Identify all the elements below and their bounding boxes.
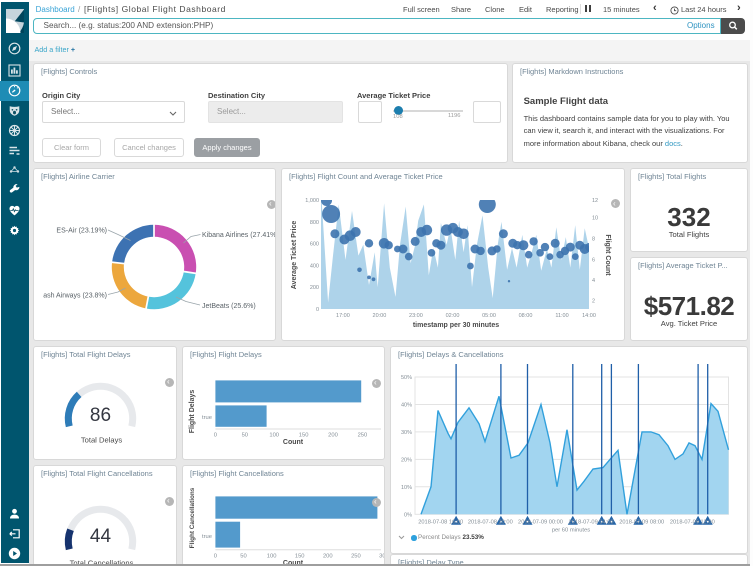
svg-text:0: 0 (316, 307, 319, 313)
svg-text:Flight Delays: Flight Delays (189, 390, 196, 434)
svg-text:10%: 10% (401, 485, 412, 491)
svg-text:02:00: 02:00 (446, 313, 460, 319)
svg-text:50%: 50% (401, 375, 412, 381)
svg-text:600: 600 (310, 242, 319, 248)
svg-text:2018-07-08 16:00: 2018-07-08 16:00 (418, 520, 463, 526)
svg-text:08:00: 08:00 (519, 313, 533, 319)
svg-text:0%: 0% (404, 512, 412, 518)
svg-text:400: 400 (310, 263, 319, 269)
svg-text:40%: 40% (401, 403, 412, 409)
svg-text:Average Ticket Price: Average Ticket Price (291, 221, 298, 290)
svg-text:6: 6 (592, 258, 595, 264)
svg-text:ES-Air (23.19%): ES-Air (23.19%) (56, 228, 107, 235)
svg-text:200: 200 (323, 553, 333, 559)
svg-text:250: 250 (351, 553, 361, 559)
svg-text:200: 200 (310, 285, 319, 291)
svg-text:Flight Cancellations: Flight Cancellations (189, 487, 196, 548)
svg-text:100: 100 (269, 433, 279, 439)
svg-text:JetBeats (25.6%): JetBeats (25.6%) (202, 303, 256, 310)
svg-text:14:00: 14:00 (582, 313, 596, 319)
svg-text:2018-07-08 20:00: 2018-07-08 20:00 (468, 520, 513, 526)
svg-text:per 60 minutes: per 60 minutes (552, 528, 590, 534)
svg-text:100: 100 (267, 553, 277, 559)
svg-text:0: 0 (214, 553, 217, 559)
svg-text:86: 86 (90, 405, 111, 426)
svg-text:0: 0 (214, 433, 217, 439)
svg-text:50: 50 (240, 553, 246, 559)
svg-text:30%: 30% (401, 430, 412, 436)
svg-text:2018-07-09 04:00: 2018-07-09 04:00 (569, 520, 614, 526)
svg-text:2018-07-09 12:00: 2018-07-09 12:00 (670, 520, 715, 526)
svg-text:8: 8 (592, 236, 595, 242)
svg-text:44: 44 (90, 526, 112, 547)
svg-text:800: 800 (310, 220, 319, 226)
svg-text:17:00: 17:00 (336, 313, 350, 319)
svg-text:1,000: 1,000 (305, 198, 319, 204)
svg-text:11:00: 11:00 (555, 313, 568, 319)
svg-text:250: 250 (358, 433, 368, 439)
svg-text:05:00: 05:00 (482, 313, 496, 319)
svg-text:timestamp per 30 minutes: timestamp per 30 minutes (413, 322, 499, 329)
svg-text:2018-07-09 00:00: 2018-07-09 00:00 (518, 520, 563, 526)
svg-text:50: 50 (242, 433, 248, 439)
svg-text:200: 200 (328, 433, 338, 439)
svg-text:10: 10 (592, 216, 598, 222)
svg-text:2: 2 (592, 299, 595, 305)
svg-text:Total Cancellations: Total Cancellations (70, 558, 134, 566)
svg-text:23:00: 23:00 (409, 313, 423, 319)
svg-text:Flight Count: Flight Count (604, 234, 611, 276)
svg-text:Count: Count (283, 439, 304, 446)
svg-text:Total Delays: Total Delays (81, 436, 123, 445)
svg-text:150: 150 (295, 553, 305, 559)
svg-text:2018-07-09 08:00: 2018-07-09 08:00 (619, 520, 664, 526)
svg-text:20%: 20% (401, 457, 412, 463)
svg-text:true: true (202, 415, 212, 421)
svg-text:150: 150 (299, 433, 309, 439)
svg-text:Kibana Airlines (27.41%): Kibana Airlines (27.41%) (202, 232, 275, 239)
svg-text:Count: Count (283, 560, 304, 566)
svg-text:ash Airways (23.8%): ash Airways (23.8%) (43, 293, 107, 300)
svg-text:12: 12 (592, 198, 598, 204)
svg-text:4: 4 (592, 278, 595, 284)
svg-text:300: 300 (379, 553, 384, 559)
svg-text:true: true (202, 534, 212, 540)
svg-text:20:00: 20:00 (373, 313, 387, 319)
